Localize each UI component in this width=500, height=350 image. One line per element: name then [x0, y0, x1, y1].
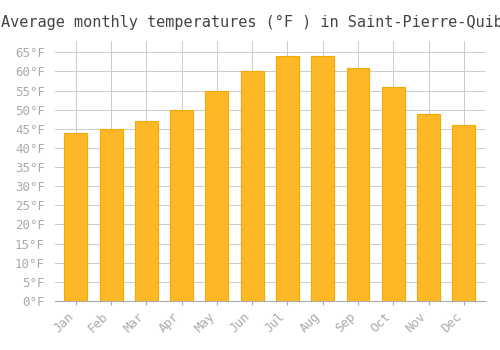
- Bar: [100, 129, 122, 301]
- Bar: [312, 56, 334, 301]
- Bar: [206, 91, 229, 301]
- Bar: [135, 121, 158, 301]
- Bar: [170, 110, 193, 301]
- Bar: [241, 71, 264, 301]
- Bar: [452, 125, 475, 301]
- Title: Average monthly temperatures (°F ) in Saint-Pierre-Quiberon: Average monthly temperatures (°F ) in Sa…: [0, 15, 500, 30]
- Bar: [382, 87, 405, 301]
- Bar: [417, 113, 440, 301]
- Bar: [64, 133, 88, 301]
- Bar: [276, 56, 299, 301]
- Bar: [346, 68, 370, 301]
